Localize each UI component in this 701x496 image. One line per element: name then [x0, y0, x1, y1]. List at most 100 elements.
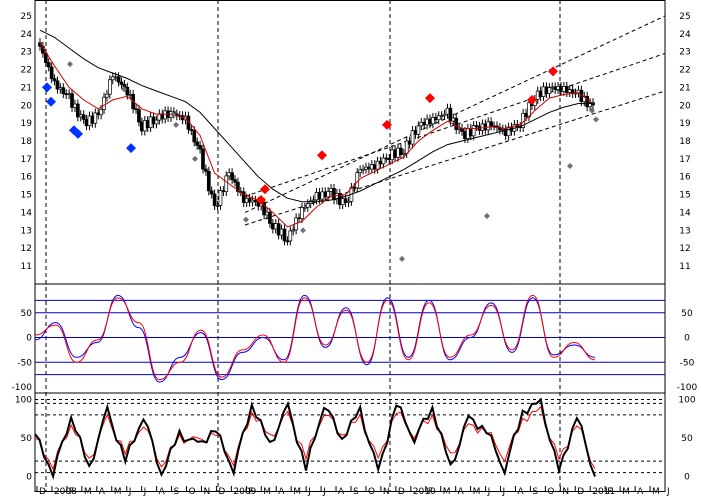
oscillator-tick-label-right: 0 [684, 334, 690, 344]
x-axis-month-label: J [322, 487, 326, 496]
oscillator-tick-label-left: -100 [12, 383, 33, 393]
oscillator-line-blue [34, 294, 596, 383]
candle-body [134, 108, 138, 111]
x-axis-month-label: A [338, 487, 345, 496]
candle-body [463, 131, 467, 139]
candle-body [142, 120, 147, 132]
signal-marker [192, 155, 198, 162]
candle-body [49, 66, 54, 80]
candle-body [390, 149, 395, 161]
oscillator-tick-label-right: 50 [681, 309, 693, 319]
candle-body [323, 191, 328, 198]
candle-body [285, 240, 290, 243]
signal-marker [317, 150, 327, 161]
candle-body [381, 157, 386, 165]
candle-body [241, 191, 246, 203]
stochastic-line-black [34, 397, 596, 481]
candle-body [288, 230, 293, 242]
trend-channel-line [244, 90, 666, 226]
x-axis-month-label: 2008 [54, 487, 77, 496]
candle-body [303, 206, 307, 209]
candle-body [367, 166, 371, 170]
x-axis-month-label: J [666, 487, 670, 496]
candle-body [393, 149, 397, 158]
candle-body [116, 76, 121, 83]
candle-body [442, 113, 447, 116]
candle-body [282, 228, 287, 242]
candle-body [102, 96, 106, 110]
candle-body [157, 113, 162, 121]
signal-marker [548, 66, 558, 77]
moving-average-long [39, 29, 593, 203]
stochastic-tick-label-right: 50 [681, 434, 693, 444]
signal-marker [382, 119, 392, 130]
candle-body [425, 118, 429, 126]
candle-body [486, 121, 491, 131]
candle-body [43, 52, 48, 63]
price-tick-label-left: 16 [21, 173, 33, 183]
candle-body [451, 117, 456, 122]
price-tick-label-left: 21 [21, 83, 32, 93]
candle-body [407, 140, 412, 145]
candle-body [401, 153, 406, 155]
candle-body [128, 93, 133, 96]
x-axis-month-label: D [398, 487, 405, 496]
price-tick-label-right: 16 [679, 173, 691, 183]
x-axis-month-label: A [517, 487, 524, 496]
x-axis-month-label: M [84, 487, 92, 496]
candle-body [78, 114, 83, 118]
signal-marker [399, 255, 405, 262]
price-tick-label-left: 19 [21, 119, 33, 129]
candle-body [192, 130, 197, 143]
candle-body [329, 188, 333, 192]
price-tick-label-right: 20 [679, 101, 691, 111]
candle-body [58, 87, 63, 90]
oscillator-tick-label-left: -50 [17, 358, 32, 368]
signal-marker [256, 194, 266, 205]
candle-body [195, 141, 200, 146]
candle-body [291, 229, 296, 232]
x-axis-month-label: J [502, 487, 506, 496]
candle-body [314, 192, 319, 201]
oscillator-tick-label-right: -50 [680, 358, 695, 368]
candle-body [305, 203, 310, 208]
signal-marker [484, 213, 490, 220]
x-axis-month-label: S [353, 487, 359, 496]
candle-body [358, 169, 363, 173]
price-tick-label-left: 23 [21, 48, 32, 58]
candle-body [154, 119, 159, 125]
candle-body [273, 223, 278, 230]
candle-body [465, 127, 470, 139]
candle-body [454, 117, 459, 130]
x-axis-month-label: S [174, 487, 180, 496]
x-axis-month-label: F [428, 487, 433, 496]
candle-body [151, 116, 156, 125]
candle-body [108, 79, 112, 95]
signal-marker [73, 128, 83, 139]
candle-body [346, 201, 351, 203]
oscillator-tick-label-left: 0 [26, 334, 32, 344]
x-axis-month-label: S [532, 487, 538, 496]
candle-body [445, 107, 450, 115]
signal-marker [589, 107, 595, 114]
price-tick-label-left: 22 [21, 66, 32, 76]
candle-body [137, 109, 141, 123]
oscillator-tick-label-left: 50 [21, 309, 33, 319]
candle-body [343, 198, 348, 203]
candle-body [70, 93, 74, 108]
candle-body [399, 147, 403, 155]
candle-body [215, 205, 220, 207]
candle-body [320, 191, 325, 200]
x-axis-month-label: M [443, 487, 451, 496]
candle-body [474, 125, 479, 127]
candle-body [119, 81, 124, 85]
candle-body [201, 148, 205, 170]
candle-body [99, 109, 103, 116]
candle-body [230, 172, 234, 180]
x-axis-month-label: 2011 [592, 487, 615, 496]
candle-body [81, 114, 86, 120]
candle-body [87, 115, 92, 127]
candle-body [300, 207, 304, 219]
signal-marker [121, 86, 127, 93]
x-axis-month-label: J [143, 487, 147, 496]
